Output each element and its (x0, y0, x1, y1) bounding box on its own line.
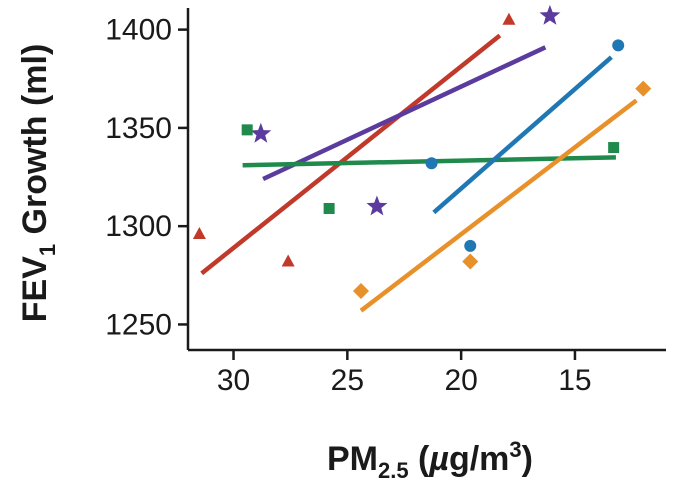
data-points (192, 4, 652, 300)
fit-line-triangle (200, 33, 502, 276)
star-point (366, 195, 388, 216)
y-tick-label: 1250 (105, 308, 172, 341)
triangle-point (281, 254, 295, 267)
triangle-point (192, 227, 206, 240)
circle-point (464, 239, 477, 252)
circle-point (425, 157, 438, 170)
star-point (539, 4, 561, 25)
y-axis-title: FEV1 Growth (ml) (16, 44, 60, 323)
y-tick-label: 1300 (105, 210, 172, 243)
square-point (241, 124, 253, 136)
diamond-point (352, 283, 369, 300)
y-tick-label: 1350 (105, 112, 172, 145)
x-tick-label: 30 (217, 364, 250, 397)
diamond-point (635, 80, 652, 97)
circle-point (612, 39, 625, 52)
star-point (250, 122, 272, 143)
fit-line-star (262, 45, 547, 182)
regression-lines (200, 33, 638, 313)
tick-labels: 1250 1300 1350 1400 30 25 20 15 (105, 14, 591, 397)
square-point (323, 202, 335, 214)
x-axis-title: PM2.5 (µg/m3) (327, 437, 533, 483)
x-tick-label: 20 (444, 364, 477, 397)
diamond-point (462, 253, 479, 270)
axes (178, 8, 666, 360)
x-tick-label: 15 (558, 364, 591, 397)
y-tick-label: 1400 (105, 14, 172, 47)
triangle-point (502, 12, 516, 25)
square-point (608, 142, 620, 154)
x-tick-label: 25 (331, 364, 364, 397)
fit-line-diamond (359, 98, 638, 313)
fit-line-circle (432, 55, 613, 215)
